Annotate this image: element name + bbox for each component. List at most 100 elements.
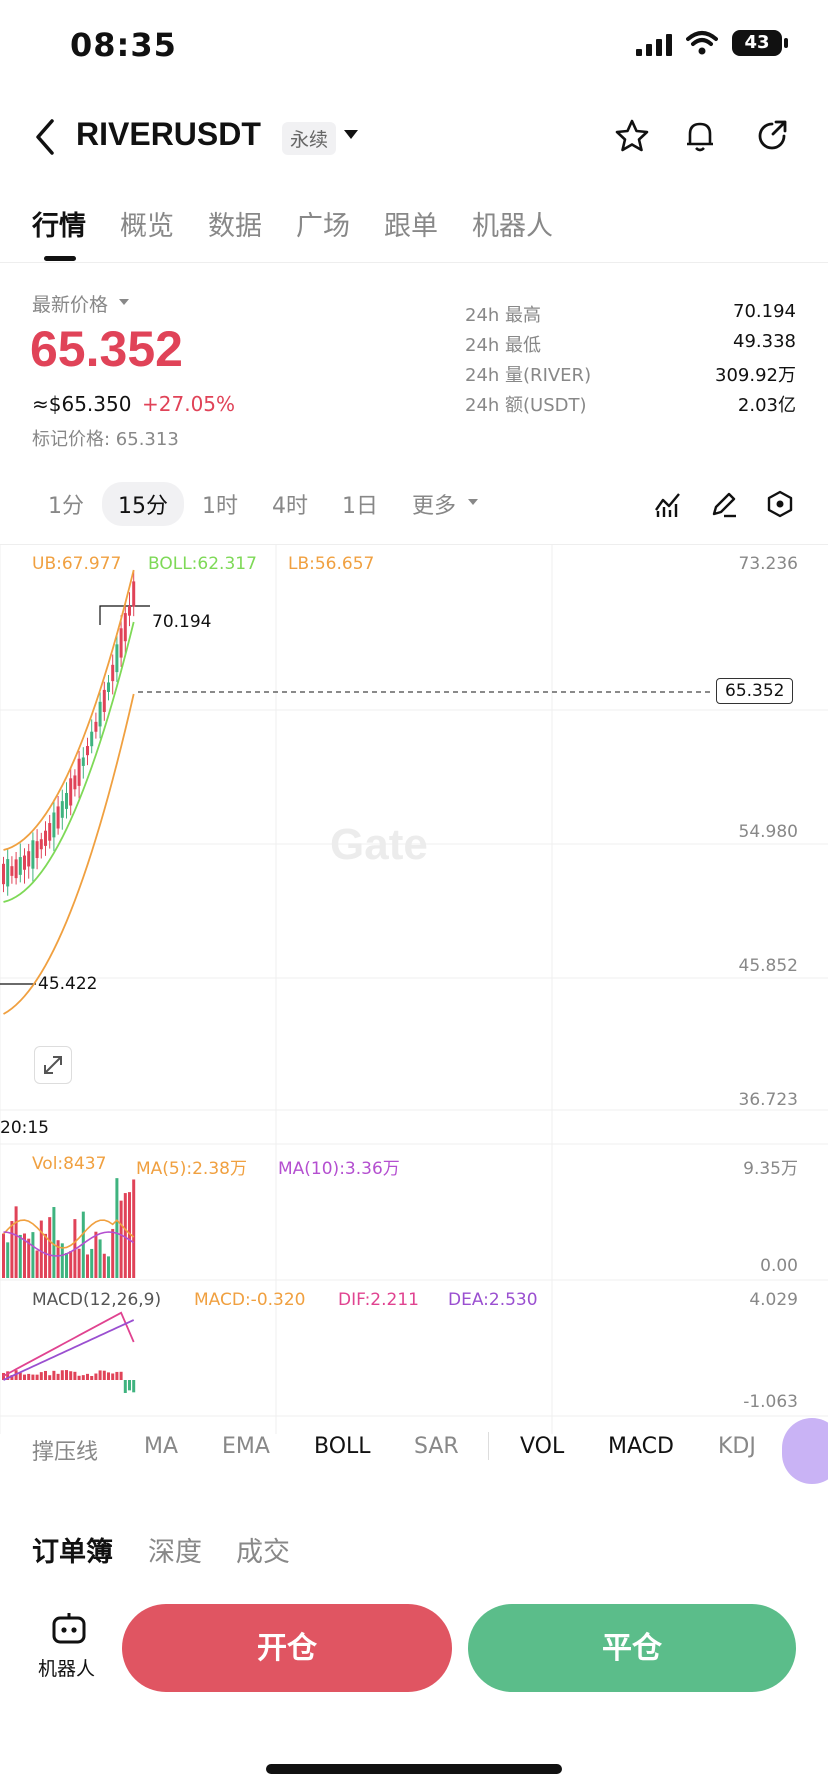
macd-bar	[39, 1372, 43, 1380]
macd-bar	[86, 1373, 89, 1380]
timeframe-more[interactable]: 更多	[412, 494, 457, 519]
candle-body	[2, 863, 5, 885]
indicator-chart-icon[interactable]	[654, 490, 682, 518]
candle-body	[81, 757, 85, 766]
y-axis-top: 73.236	[738, 554, 798, 574]
tab-overview[interactable]: 概览	[120, 211, 174, 242]
macd-bar	[44, 1370, 47, 1380]
tab-market[interactable]: 行情	[32, 211, 86, 242]
volume-bar	[98, 1239, 102, 1278]
volume-bar	[65, 1253, 68, 1278]
vol-ma10-label: MA(10):3.36万	[278, 1159, 400, 1179]
timeframe-1m[interactable]: 1分	[48, 494, 84, 519]
timeframe-1d[interactable]: 1日	[342, 494, 378, 519]
candle-body	[128, 606, 131, 616]
volume-bar	[6, 1242, 10, 1278]
robot-icon[interactable]	[50, 1612, 88, 1646]
floating-assistant-button[interactable]	[782, 1418, 828, 1484]
tab-copy-trade[interactable]: 跟单	[384, 211, 438, 242]
tab-order-book[interactable]: 订单簿	[32, 1537, 113, 1568]
battery-icon: 43	[732, 30, 782, 56]
indicator-ema[interactable]: EMA	[222, 1434, 270, 1459]
stat-volume-label: 24h 量(RIVER)	[465, 365, 592, 386]
stat-turnover-label: 24h 额(USDT)	[465, 395, 587, 416]
macd-bar	[10, 1375, 14, 1380]
mark-price: 标记价格: 65.313	[32, 429, 179, 450]
tabs-divider	[0, 262, 828, 263]
volume-bar	[81, 1211, 85, 1278]
tab-data[interactable]: 数据	[208, 211, 262, 242]
y-axis-bottom: 36.723	[738, 1090, 798, 1110]
draw-pencil-icon[interactable]	[710, 490, 738, 518]
macd-bar	[65, 1370, 68, 1380]
expand-chart-button[interactable]	[34, 1046, 72, 1084]
star-icon[interactable]	[614, 118, 650, 154]
price-change: +27.05%	[142, 392, 236, 416]
current-price-tag: 65.352	[716, 678, 794, 704]
volume-bar	[48, 1217, 52, 1278]
candle-body	[18, 857, 22, 875]
y-axis-2: 54.980	[738, 822, 798, 842]
candle-body	[69, 778, 73, 806]
indicator-macd[interactable]: MACD	[608, 1434, 674, 1459]
indicator-ma[interactable]: MA	[144, 1434, 179, 1459]
latest-price-caret-icon[interactable]	[119, 299, 129, 305]
close-position-button[interactable]: 平仓	[468, 1604, 796, 1692]
candle-body	[14, 859, 18, 879]
timeframe-1h[interactable]: 1时	[202, 494, 238, 519]
indicator-vol[interactable]: VOL	[520, 1434, 565, 1459]
battery-tip	[784, 38, 788, 48]
candle-body	[86, 746, 89, 756]
macd-bar	[128, 1380, 131, 1391]
tab-depth[interactable]: 深度	[148, 1537, 202, 1568]
open-position-button[interactable]: 开仓	[122, 1604, 452, 1692]
candlestick-chart[interactable]	[0, 544, 828, 1434]
bell-icon[interactable]	[682, 118, 718, 154]
vol-axis-top: 9.35万	[743, 1159, 798, 1179]
volume-bar	[111, 1228, 115, 1278]
vol-ma5-label: MA(5):2.38万	[136, 1159, 247, 1179]
stat-volume-value: 309.92万	[715, 365, 796, 386]
candle-body	[35, 841, 39, 859]
more-caret-icon[interactable]	[468, 499, 478, 505]
robot-label[interactable]: 机器人	[38, 1658, 96, 1680]
stat-low-value: 49.338	[733, 331, 796, 352]
timeframe-15m[interactable]: 15分	[102, 482, 184, 526]
candle-body	[39, 839, 43, 850]
share-icon[interactable]	[754, 118, 790, 154]
tab-trades[interactable]: 成交	[236, 1537, 290, 1568]
status-time: 08:35	[70, 26, 177, 64]
macd-bar	[90, 1375, 94, 1380]
candle-body	[119, 628, 123, 658]
settings-hex-icon[interactable]	[766, 490, 794, 518]
indicator-sar[interactable]: SAR	[414, 1434, 459, 1459]
back-arrow-icon[interactable]	[34, 118, 56, 156]
macd-bar	[69, 1371, 73, 1380]
legend-lb: LB:56.657	[288, 554, 375, 574]
gate-watermark: Gate	[330, 820, 428, 869]
wifi-icon	[686, 31, 718, 55]
indicator-kdj[interactable]: KDJ	[718, 1434, 756, 1459]
macd-bar	[94, 1373, 98, 1380]
macd-bar	[102, 1370, 106, 1380]
last-price: 65.352	[30, 321, 183, 377]
macd-bar	[119, 1371, 123, 1380]
macd-bar	[81, 1375, 85, 1380]
stat-low-label: 24h 最低	[465, 335, 542, 356]
tab-bot[interactable]: 机器人	[472, 211, 553, 242]
volume-bar	[23, 1233, 26, 1278]
indicator-support-resistance[interactable]: 撑压线	[32, 1440, 99, 1465]
pair-title[interactable]: RIVERUSDT	[76, 116, 261, 152]
candle-body	[111, 664, 115, 682]
candle-body	[10, 866, 14, 876]
pair-dropdown-caret-icon[interactable]	[344, 130, 358, 139]
indicator-boll[interactable]: BOLL	[314, 1434, 371, 1459]
volume-bar	[123, 1193, 127, 1278]
candle-body	[132, 581, 136, 607]
macd-bar	[35, 1374, 39, 1380]
timeframe-4h[interactable]: 4时	[272, 494, 308, 519]
latest-price-label[interactable]: 最新价格	[32, 294, 109, 316]
volume-bar	[52, 1207, 56, 1278]
tab-square[interactable]: 广场	[296, 211, 350, 242]
expand-icon	[44, 1056, 62, 1074]
